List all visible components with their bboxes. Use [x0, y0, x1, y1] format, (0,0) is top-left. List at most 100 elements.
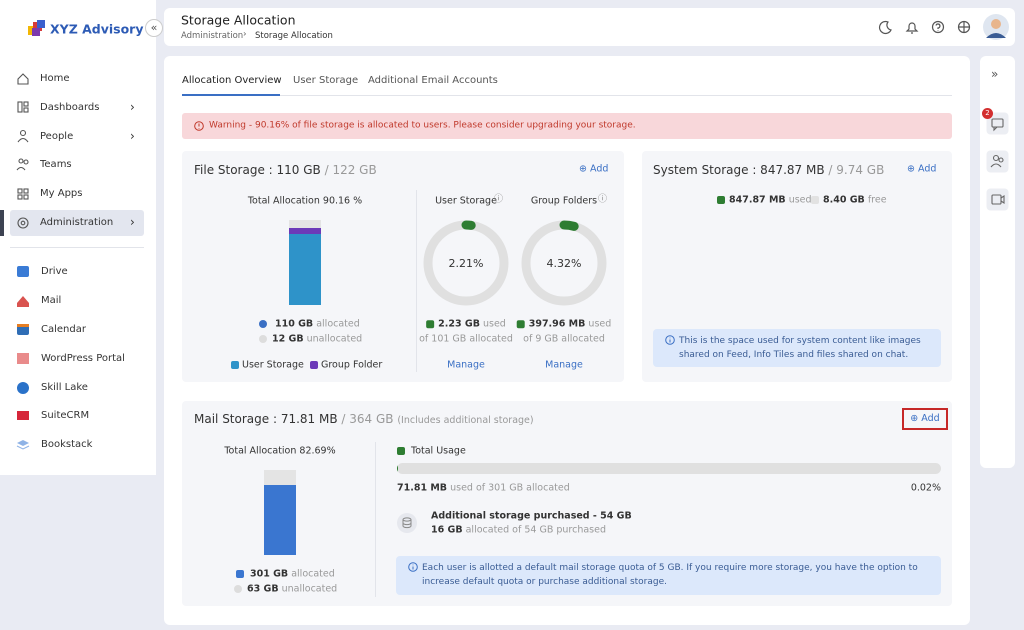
allocated-of: of 9 GB allocated [523, 333, 605, 345]
allocation-label: Total Allocation 82.69% [224, 445, 336, 457]
usage-track [397, 463, 941, 474]
nav-item[interactable]: Home [40, 73, 70, 84]
allocation-bar [289, 228, 321, 305]
breadcrumb-separator: › [243, 29, 247, 40]
add-label[interactable]: Add [589, 163, 609, 175]
collapse-button[interactable]: « [145, 19, 163, 37]
panel-title: File Storage : 110 GB / 122 GB [194, 163, 377, 177]
logo [28, 20, 45, 36]
value: 8.40 GB [823, 194, 865, 206]
expand-button[interactable]: » [991, 66, 999, 81]
nav-active-marker [0, 210, 4, 236]
info-box: Each user is allotted a default mail sto… [396, 556, 941, 595]
breadcrumb: Storage Allocation [255, 30, 333, 41]
legend-dot [811, 196, 819, 204]
title: File Storage : 110 GB [194, 162, 321, 177]
tab-active[interactable]: Allocation Overview [182, 75, 282, 86]
legend-swatch [231, 361, 239, 369]
additional-title: Additional storage purchased - 54 GB [431, 510, 632, 522]
divider [10, 247, 144, 248]
value: 12 GB [272, 333, 304, 345]
app-icons [16, 266, 30, 450]
info-icon: ⓘ [494, 194, 504, 205]
legend-label: User Storage [242, 359, 304, 371]
allocation-bar [264, 484, 296, 555]
value: 847.87 MB [729, 194, 786, 206]
total: / 364 GB [341, 411, 394, 426]
breadcrumb[interactable]: Administration [181, 30, 244, 41]
info-icon: ⓘ [598, 194, 608, 205]
nav-item[interactable]: My Apps [40, 188, 83, 199]
label: used [588, 318, 612, 330]
app-item[interactable]: Skill Lake [41, 382, 88, 393]
tab-underline [182, 94, 280, 96]
info-box: This is the space used for system conten… [653, 329, 941, 367]
allocation-label: Total Allocation 90.16 % [247, 195, 363, 207]
label: allocated [291, 568, 335, 580]
avatar[interactable] [983, 14, 1009, 40]
header-icons[interactable] [878, 19, 988, 35]
app-item[interactable]: WordPress Portal [41, 353, 125, 364]
divider [416, 190, 417, 372]
value: 110 GB [275, 318, 314, 330]
app-item[interactable]: Calendar [41, 324, 86, 335]
right-rail: » 2 [980, 56, 1015, 468]
label: used [482, 318, 506, 330]
nav-item[interactable]: Teams [40, 159, 72, 170]
app-item[interactable]: SuiteCRM [41, 410, 90, 421]
tab-line [182, 95, 952, 96]
label: allocated of 54 GB purchased [465, 524, 607, 536]
brand: XYZ Advisory [50, 21, 144, 37]
total: / 9.74 GB [828, 162, 885, 177]
total: / 122 GB [324, 162, 377, 177]
gauge: 4.32% [521, 220, 607, 306]
label: free [867, 194, 887, 206]
gauge-title: Group Folders [530, 195, 598, 207]
notification-badge: 2 [982, 108, 993, 119]
chevron: › [130, 99, 135, 114]
nav-item[interactable]: Dashboards [40, 102, 100, 113]
label: unallocated [306, 333, 363, 345]
add-button[interactable]: ⊕ Add [902, 408, 948, 430]
manage-link[interactable]: Manage [545, 359, 583, 371]
warning-banner: Warning - 90.16% of file storage is allo… [182, 113, 952, 139]
nav-item[interactable]: People [40, 131, 74, 142]
add-label[interactable]: Add [921, 413, 940, 424]
info-icon [665, 335, 675, 345]
usage-title: Total Usage [411, 445, 466, 457]
value: 2.23 GB [438, 318, 480, 330]
chevron: › [130, 214, 135, 229]
used-row: 397.96 MB used [516, 318, 612, 330]
divider [375, 442, 376, 597]
legend-dot [236, 570, 244, 578]
add-button[interactable]: ⊕ Add [907, 163, 937, 175]
label: used of 301 GB allocated [450, 482, 570, 494]
usage-percent: 0.02% [910, 482, 941, 494]
info-icon [408, 562, 418, 572]
rail-icons[interactable] [986, 112, 1010, 222]
add-button[interactable]: ⊕ Add [579, 163, 609, 175]
header: Storage Allocation Administration › Stor… [164, 8, 1015, 46]
value: 16 GB [431, 524, 463, 536]
app-item[interactable]: Mail [41, 295, 62, 306]
sidebar: XYZ Advisory Home Dashboards People Team… [0, 0, 156, 475]
gauge: 2.21% [423, 220, 509, 306]
gauge-arc [423, 220, 509, 306]
warning-text: Warning - 90.16% of file storage is allo… [209, 120, 636, 131]
label: unallocated [281, 583, 338, 595]
manage-link[interactable]: Manage [447, 359, 485, 371]
tab[interactable]: Additional Email Accounts [368, 75, 498, 86]
title: Mail Storage : 71.81 MB [194, 411, 338, 426]
add-label[interactable]: Add [917, 163, 937, 175]
nav-item[interactable]: Administration [40, 217, 114, 228]
legend-swatch [310, 361, 318, 369]
app-item[interactable]: Drive [41, 266, 68, 277]
nav-active-bg [10, 210, 144, 236]
gauge-title: User Storage [435, 195, 497, 207]
title: System Storage : 847.87 MB [653, 162, 825, 177]
legend-dot [259, 335, 267, 343]
app-item[interactable]: Bookstack [41, 439, 93, 450]
tab[interactable]: User Storage [293, 75, 359, 86]
label: allocated [316, 318, 360, 330]
